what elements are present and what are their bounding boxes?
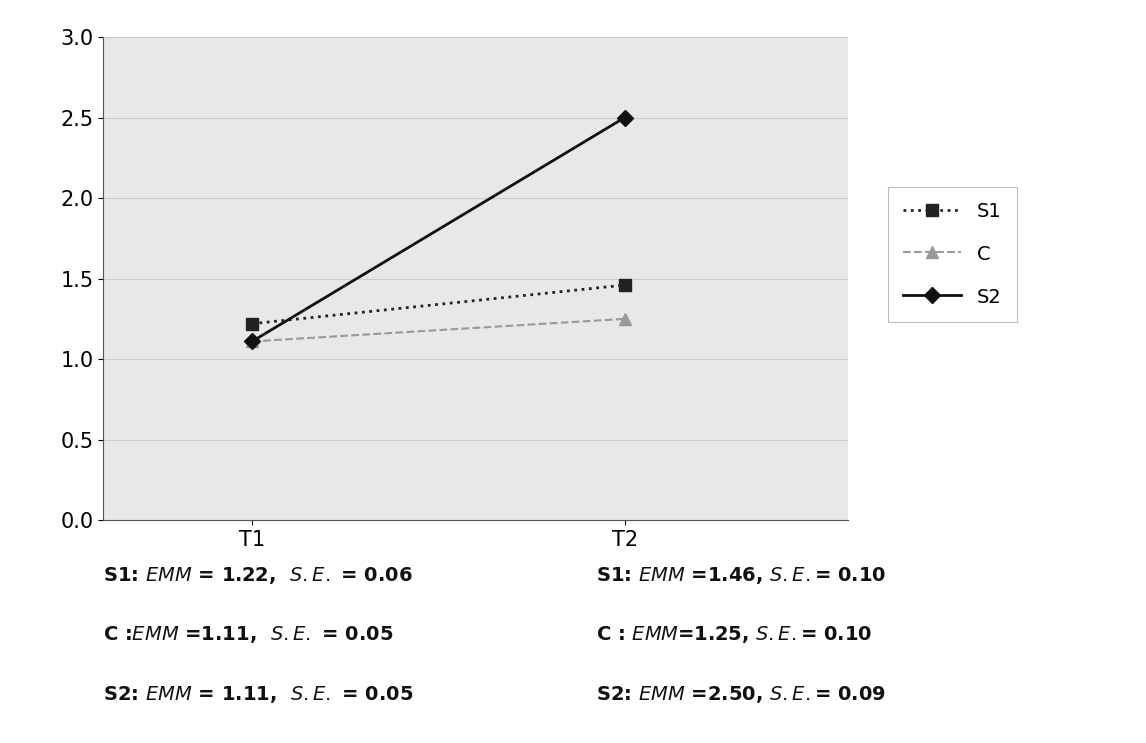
S2 (618, 113, 631, 122)
Text: S1: $\mathit{EMM}$ = 1.22,  $\mathit{S.E.}$ = 0.06: S1: $\mathit{EMM}$ = 1.22, $\mathit{S.E.… (103, 565, 414, 585)
C (245, 337, 259, 346)
Line: S1: S1 (246, 279, 630, 329)
S2 (245, 337, 259, 346)
Text: C : $\mathit{EMM}$=1.25, $\mathit{S.E.}$= 0.10: C : $\mathit{EMM}$=1.25, $\mathit{S.E.}$… (596, 624, 872, 645)
Text: S2: $\mathit{EMM}$ = 1.11,  $\mathit{S.E.}$ = 0.05: S2: $\mathit{EMM}$ = 1.11, $\mathit{S.E.… (103, 684, 414, 704)
Text: S2: $\mathit{EMM}$ =2.50, $\mathit{S.E.}$= 0.09: S2: $\mathit{EMM}$ =2.50, $\mathit{S.E.}… (596, 684, 886, 704)
Text: S1: $\mathit{EMM}$ =1.46, $\mathit{S.E.}$= 0.10: S1: $\mathit{EMM}$ =1.46, $\mathit{S.E.}… (596, 565, 886, 585)
C (618, 314, 631, 323)
Line: S2: S2 (246, 112, 630, 347)
Text: C :$\mathit{EMM}$ =1.11,  $\mathit{S.E.}$ = 0.05: C :$\mathit{EMM}$ =1.11, $\mathit{S.E.}$… (103, 624, 393, 645)
Line: C: C (246, 314, 630, 347)
S1 (618, 281, 631, 290)
Legend: S1, C, S2: S1, C, S2 (887, 186, 1018, 322)
S1 (245, 319, 259, 328)
